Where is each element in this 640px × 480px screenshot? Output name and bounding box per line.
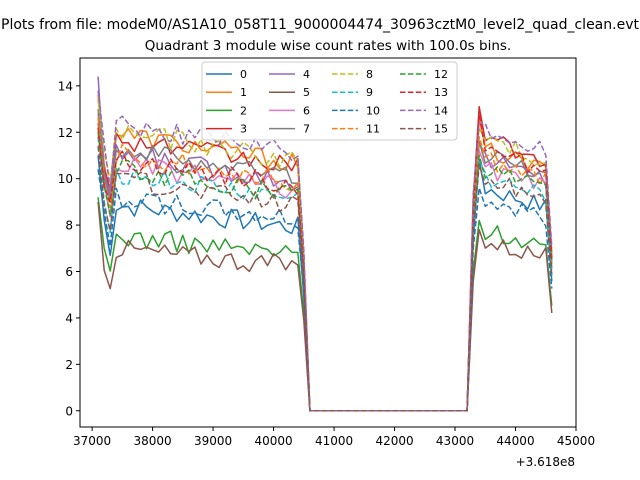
legend-label: 3 [240,123,247,136]
series-line-7 [97,109,553,412]
legend-label: 1 [240,86,247,99]
legend-label: 2 [240,104,247,117]
y-tick-label: 12 [58,126,73,140]
legend-entry-13: 13 [400,86,448,99]
legend-label: 12 [434,68,448,81]
legend-label: 13 [434,86,448,99]
legend-label: 4 [303,68,310,81]
legend-label: 15 [434,123,448,136]
legend-entry-10: 10 [332,104,380,117]
series-line-11 [97,118,553,412]
series-line-10 [97,169,553,412]
plot-lines [97,76,553,412]
legend-label: 11 [366,123,380,136]
x-tick-label: 44000 [496,434,534,448]
y-tick-label: 2 [65,358,73,372]
y-axis: 0 2 4 6 8 10 12 14 [58,79,80,418]
y-tick-label: 4 [65,311,73,325]
x-tick-label: 43000 [436,434,474,448]
series-line-1 [97,95,553,412]
x-tick-label: 38000 [133,434,171,448]
legend-label: 7 [303,123,310,136]
y-tick-label: 6 [65,265,73,279]
legend-box [201,61,458,141]
legend-label: 9 [366,86,373,99]
legend-entry-9: 9 [332,86,373,99]
legend-entry-3: 3 [206,123,247,136]
x-tick-label: 37000 [73,434,111,448]
legend-label: 8 [366,68,373,81]
plot-frame [79,57,577,428]
x-tick-label: 41000 [315,434,353,448]
x-tick-label: 40000 [254,434,292,448]
y-tick-label: 14 [58,79,73,93]
x-tick-label: 42000 [375,434,413,448]
legend-entry-4: 4 [269,68,310,81]
y-tick-label: 0 [65,404,73,418]
legend-label: 5 [303,86,310,99]
x-tick-label: 39000 [194,434,232,448]
chart-title: Quadrant 3 module wise count rates with … [145,38,511,54]
series-line-13 [97,112,553,412]
y-tick-label: 10 [58,172,73,186]
series-line-14 [97,90,553,412]
figure-suptitle: Plots from file: modeM0/AS1A10_058T11_90… [1,17,639,33]
series-line-0 [97,155,553,412]
legend-entry-5: 5 [269,86,310,99]
legend-entry-8: 8 [332,68,373,81]
legend-entry-14: 14 [400,104,448,117]
legend-entry-0: 0 [206,68,247,81]
legend-entry-11: 11 [332,123,380,136]
series-line-5 [97,201,553,412]
legend-label: 0 [240,68,247,81]
legend-entry-7: 7 [269,123,310,136]
series-line-8 [97,99,553,412]
legend-entry-2: 2 [206,104,247,117]
legend-label: 14 [434,104,448,117]
series-line-2 [97,197,553,412]
legend-label: 6 [303,104,310,117]
legend-entry-6: 6 [269,104,310,117]
legend-entry-1: 1 [206,86,247,99]
x-offset-label: +3.618e8 [516,455,575,469]
legend-entry-12: 12 [400,68,448,81]
legend-entry-15: 15 [400,123,448,136]
x-axis: 37000 38000 39000 40000 41000 42000 43000 44000… [73,427,595,448]
series-line-15 [97,146,553,412]
legend-label: 10 [366,104,380,117]
y-tick-label: 8 [65,219,73,233]
x-tick-label: 45000 [557,434,595,448]
